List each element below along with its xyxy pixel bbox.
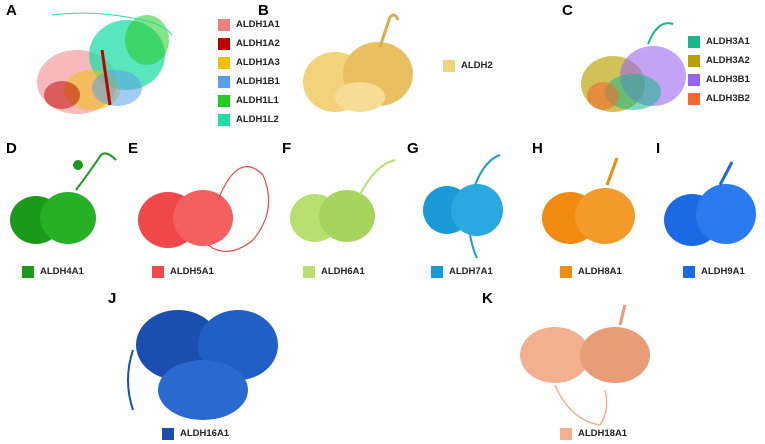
legend-swatch <box>683 265 695 278</box>
legend-swatch <box>443 59 455 72</box>
legend-swatch <box>218 18 230 31</box>
legend-item: ALDH1B1 <box>218 72 280 91</box>
legend-swatch <box>22 265 34 278</box>
structure-k-image <box>520 304 650 426</box>
legend-label: ALDH3A1 <box>706 36 750 47</box>
structure-f-image <box>290 159 396 242</box>
legend-item: ALDH1L2 <box>218 110 280 129</box>
structure-d-image <box>10 152 117 244</box>
legend-swatch <box>688 92 700 105</box>
legend-item: ALDH1A2 <box>218 34 280 53</box>
legend-item: ALDH8A1 <box>560 262 622 281</box>
legend-label: ALDH1A2 <box>236 38 280 49</box>
structure-b-image <box>303 13 413 112</box>
legend-g: ALDH7A1 <box>431 262 493 281</box>
structure-j-image <box>127 310 278 420</box>
legend-swatch <box>688 73 700 86</box>
legend-item: ALDH3A2 <box>688 51 750 70</box>
legend-a: ALDH1A1 ALDH1A2 ALDH1A3 ALDH1B1 ALDH1L1 … <box>218 15 280 129</box>
legend-item: ALDH3B1 <box>688 70 750 89</box>
legend-k: ALDH18A1 <box>560 424 627 443</box>
legend-label: ALDH1A3 <box>236 57 280 68</box>
legend-i: ALDH9A1 <box>683 262 745 281</box>
panel-label-d: D <box>6 140 17 157</box>
legend-item: ALDH9A1 <box>683 262 745 281</box>
legend-item: ALDH18A1 <box>560 424 627 443</box>
legend-label: ALDH3B2 <box>706 93 750 104</box>
panel-label-h: H <box>532 140 543 157</box>
legend-label: ALDH7A1 <box>449 266 493 277</box>
legend-item: ALDH3A1 <box>688 32 750 51</box>
panel-label-g: G <box>407 140 419 157</box>
panel-label-i: I <box>656 140 661 157</box>
legend-swatch <box>218 37 230 50</box>
panel-label-f: F <box>282 140 292 157</box>
structure-e-image <box>138 166 270 252</box>
legend-label: ALDH1B1 <box>236 76 280 87</box>
legend-item: ALDH2 <box>443 56 493 75</box>
structure-h-image <box>542 157 635 244</box>
legend-item: ALDH1A3 <box>218 53 280 72</box>
legend-label: ALDH1L1 <box>236 95 279 106</box>
panel-label-b: B <box>258 2 269 19</box>
legend-swatch <box>218 75 230 88</box>
legend-label: ALDH3B1 <box>706 74 750 85</box>
legend-item: ALDH3B2 <box>688 89 750 108</box>
legend-j: ALDH16A1 <box>162 424 229 443</box>
legend-item: ALDH1A1 <box>218 15 280 34</box>
legend-label: ALDH4A1 <box>40 266 84 277</box>
panel-label-e: E <box>128 140 139 157</box>
legend-item: ALDH7A1 <box>431 262 493 281</box>
legend-label: ALDH3A2 <box>706 55 750 66</box>
legend-label: ALDH18A1 <box>578 428 628 439</box>
legend-swatch <box>688 35 700 48</box>
legend-b: ALDH2 <box>443 56 493 75</box>
legend-item: ALDH6A1 <box>303 262 365 281</box>
structure-a-image <box>37 12 173 114</box>
panel-label-a: A <box>6 2 17 19</box>
legend-label: ALDH6A1 <box>321 266 365 277</box>
legend-item: ALDH16A1 <box>162 424 229 443</box>
legend-item: ALDH1L1 <box>218 91 280 110</box>
legend-e: ALDH5A1 <box>152 262 214 281</box>
legend-label: ALDH8A1 <box>578 266 622 277</box>
legend-label: ALDH1L2 <box>236 114 279 125</box>
legend-label: ALDH5A1 <box>170 266 214 277</box>
legend-swatch <box>218 56 230 69</box>
legend-label: ALDH9A1 <box>701 266 745 277</box>
legend-h: ALDH8A1 <box>560 262 622 281</box>
legend-label: ALDH2 <box>461 60 493 71</box>
legend-swatch <box>688 54 700 67</box>
legend-item: ALDH5A1 <box>152 262 214 281</box>
panel-label-k: K <box>482 290 493 307</box>
legend-swatch <box>162 427 174 440</box>
legend-label: ALDH16A1 <box>180 428 230 439</box>
legend-swatch <box>431 265 443 278</box>
legend-swatch <box>560 427 572 440</box>
legend-d: ALDH4A1 <box>22 262 84 281</box>
legend-label: ALDH1A1 <box>236 19 280 30</box>
legend-swatch <box>152 265 164 278</box>
legend-f: ALDH6A1 <box>303 262 365 281</box>
legend-swatch <box>303 265 315 278</box>
structure-c-image <box>581 22 686 112</box>
structure-i-image <box>664 161 756 246</box>
panel-label-c: C <box>562 2 573 19</box>
legend-swatch <box>218 94 230 107</box>
legend-swatch <box>560 265 572 278</box>
legend-item: ALDH4A1 <box>22 262 84 281</box>
legend-c: ALDH3A1 ALDH3A2 ALDH3B1 ALDH3B2 <box>688 32 750 108</box>
panel-label-j: J <box>108 290 117 307</box>
structure-g-image <box>423 154 503 259</box>
legend-swatch <box>218 113 230 126</box>
